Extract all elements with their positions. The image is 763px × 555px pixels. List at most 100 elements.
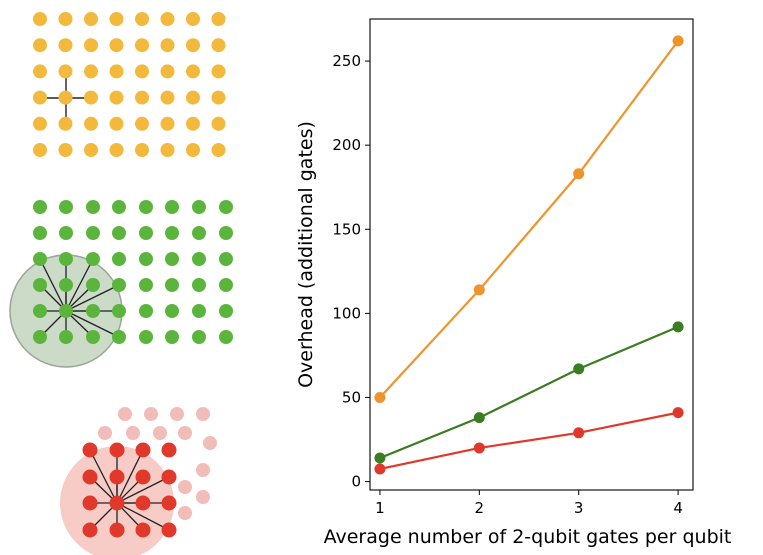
qubit-dot bbox=[135, 38, 149, 53]
square-lattice-diagram bbox=[33, 12, 226, 157]
qubit-dot bbox=[33, 116, 47, 131]
qubit-dot bbox=[192, 330, 206, 344]
faded-qubit-dot bbox=[170, 407, 184, 421]
faded-qubit-dot bbox=[203, 436, 217, 450]
qubit-dot bbox=[86, 330, 100, 344]
faded-qubit-dot bbox=[118, 407, 132, 421]
dense-lattice-diagram bbox=[9, 200, 233, 368]
x-axis-ticks: 1 2 3 4 bbox=[375, 490, 683, 517]
qubit-dot bbox=[161, 469, 177, 485]
x-tick-label: 2 bbox=[475, 499, 485, 517]
qubit-dot bbox=[135, 12, 149, 26]
data-point bbox=[473, 284, 485, 296]
qubit-dot bbox=[160, 12, 175, 26]
qubit-dot bbox=[186, 38, 200, 53]
qubit-dot bbox=[135, 64, 149, 79]
qubit-dot bbox=[84, 90, 98, 105]
qubit-dot bbox=[219, 200, 233, 214]
qubit-dot bbox=[109, 522, 125, 538]
qubit-dot bbox=[192, 252, 206, 266]
qubit-dot bbox=[58, 12, 73, 26]
faded-qubit-dot bbox=[153, 426, 167, 440]
series-line bbox=[379, 325, 679, 460]
qubit-dot bbox=[139, 304, 153, 318]
qubit-dot bbox=[82, 469, 98, 485]
y-axis-label: Overhead (additional gates) bbox=[295, 121, 317, 388]
x-tick-label: 4 bbox=[673, 499, 683, 517]
coupling-edge bbox=[89, 449, 118, 504]
series-line bbox=[379, 411, 679, 471]
qubit-dot bbox=[33, 252, 47, 266]
qubit-dot bbox=[165, 252, 179, 266]
qubit-dot bbox=[109, 469, 125, 485]
overhead-chart: 1 2 3 4 0 50 100 150 200 250 Average number of 2… bbox=[295, 18, 732, 548]
qubit-dot bbox=[135, 522, 151, 538]
qubit-dot bbox=[84, 38, 98, 53]
qubit-dot bbox=[59, 330, 73, 344]
qubit-dot bbox=[139, 252, 153, 266]
qubit-dot bbox=[84, 116, 98, 131]
qubit-dot bbox=[33, 278, 47, 292]
qubit-dot bbox=[139, 278, 153, 292]
qubit-dot bbox=[165, 200, 179, 214]
data-point bbox=[473, 412, 485, 424]
qubit-dot bbox=[186, 90, 200, 105]
qubit-dot bbox=[86, 252, 100, 266]
qubit-dot bbox=[33, 38, 47, 53]
qubit-dot bbox=[59, 278, 73, 292]
qubit-dot bbox=[219, 304, 233, 318]
coupling-edge bbox=[39, 258, 67, 312]
qubit-dot bbox=[58, 143, 73, 157]
qubit-dot bbox=[112, 226, 126, 240]
qubit-dot bbox=[211, 116, 226, 131]
coupling-edge bbox=[65, 284, 120, 312]
qubit-dot bbox=[109, 90, 124, 105]
qubit-dot bbox=[192, 304, 206, 318]
qubit-dot bbox=[86, 278, 100, 292]
qubit-dot bbox=[112, 252, 126, 266]
series-2 bbox=[374, 321, 684, 464]
qubit-dot bbox=[112, 278, 126, 292]
data-point bbox=[672, 35, 684, 47]
qubit-dot bbox=[33, 64, 47, 79]
qubit-dot bbox=[135, 495, 151, 511]
faded-qubit-dot bbox=[196, 407, 210, 421]
qubit-dot bbox=[160, 64, 175, 79]
qubit-dot bbox=[59, 304, 73, 318]
qubit-dot bbox=[58, 90, 73, 105]
x-tick-label: 1 bbox=[375, 499, 385, 517]
qubit-dot bbox=[33, 143, 47, 157]
qubit-dot bbox=[139, 200, 153, 214]
qubit-dot bbox=[211, 64, 226, 79]
qubit-dot bbox=[139, 226, 153, 240]
y-tick-label: 0 bbox=[351, 473, 361, 491]
coupling-edge bbox=[65, 258, 94, 312]
faded-qubit-dot bbox=[178, 426, 192, 440]
qubit-dot bbox=[109, 442, 125, 458]
qubit-dot bbox=[109, 38, 124, 53]
faded-qubit-dot bbox=[126, 426, 140, 440]
qubit-dot bbox=[165, 278, 179, 292]
qubit-dot bbox=[186, 12, 200, 26]
qubit-dot bbox=[58, 38, 73, 53]
qubit-dot bbox=[86, 226, 100, 240]
qubit-dot bbox=[186, 64, 200, 79]
series-3 bbox=[374, 407, 684, 475]
x-axis-label: Average number of 2-qubit gates per qubi… bbox=[324, 526, 732, 548]
qubit-dot bbox=[211, 143, 226, 157]
qubit-dot bbox=[135, 116, 149, 131]
data-point bbox=[473, 442, 485, 454]
y-tick-label: 150 bbox=[332, 220, 361, 238]
qubit-dot bbox=[86, 200, 100, 214]
qubit-dot bbox=[160, 116, 175, 131]
qubit-dot bbox=[161, 495, 177, 511]
qubit-dot bbox=[160, 143, 175, 157]
faded-qubit-dot bbox=[196, 490, 210, 504]
data-point bbox=[374, 452, 386, 464]
coupling-edge bbox=[116, 476, 170, 504]
qubit-dot bbox=[33, 226, 47, 240]
data-point bbox=[374, 463, 386, 475]
qubit-dot bbox=[82, 442, 98, 458]
qubit-dot bbox=[186, 116, 200, 131]
